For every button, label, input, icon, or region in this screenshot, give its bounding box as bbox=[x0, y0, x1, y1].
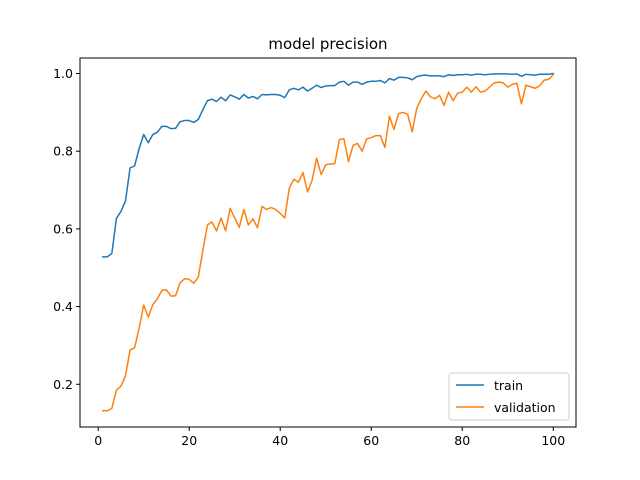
series-line-validation bbox=[102, 73, 555, 412]
x-axis: 0 20 40 60 80 100 bbox=[94, 427, 565, 448]
y-tick-label: 0.4 bbox=[53, 299, 73, 314]
legend-label-validation: validation bbox=[494, 400, 556, 415]
y-tick-label: 1.0 bbox=[53, 66, 73, 81]
axes-frame bbox=[79, 57, 577, 428]
legend: train validation bbox=[448, 372, 570, 421]
x-tick-label: 20 bbox=[181, 433, 197, 448]
chart-title: model precision bbox=[268, 35, 387, 53]
y-tick-label: 0.6 bbox=[53, 221, 73, 236]
y-tick-label: 0.8 bbox=[53, 144, 73, 159]
x-tick-label: 60 bbox=[363, 433, 379, 448]
y-tick-label: 0.2 bbox=[53, 377, 73, 392]
series-group bbox=[102, 72, 555, 412]
x-tick-label: 0 bbox=[94, 433, 102, 448]
series-line-train bbox=[102, 72, 555, 258]
y-axis: 0.2 0.4 0.6 0.8 1.0 bbox=[53, 66, 80, 392]
x-tick-label: 40 bbox=[272, 433, 288, 448]
x-tick-label: 100 bbox=[541, 433, 565, 448]
legend-label-train: train bbox=[494, 378, 523, 393]
x-tick-label: 80 bbox=[454, 433, 470, 448]
